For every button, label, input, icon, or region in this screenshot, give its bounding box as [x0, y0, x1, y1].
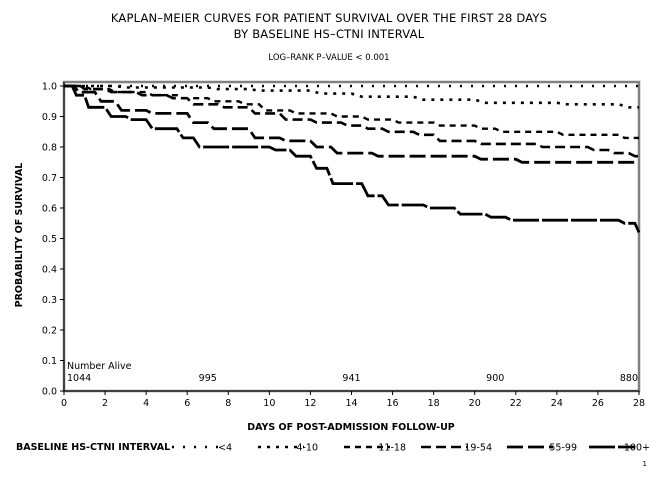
y-tick-label: 0.7 — [42, 173, 57, 184]
y-tick-label: 0.9 — [42, 112, 57, 123]
survival-curves — [64, 84, 641, 233]
x-tick-label: 28 — [633, 398, 645, 409]
x-tick-label: 10 — [263, 398, 275, 409]
plot-border — [62, 80, 641, 393]
x-tick-label: 12 — [304, 398, 316, 409]
chart-title-line-1: KAPLAN–MEIER CURVES FOR PATIENT SURVIVAL… — [111, 11, 547, 25]
x-tick-label: 8 — [225, 398, 231, 409]
y-tick-label: 0.0 — [42, 387, 57, 398]
legend-item-label: 4-10 — [296, 443, 318, 454]
x-axis-title: DAYS OF POST-ADMISSION FOLLOW-UP — [247, 422, 455, 433]
y-axis: 0.0 0.1 0.2 0.3 0.4 0.5 0.6 0.7 0.8 0.9 1.0 — [42, 82, 64, 398]
x-tick-label: 6 — [184, 398, 190, 409]
x-tick-label: 0 — [61, 398, 67, 409]
x-tick-label: 20 — [469, 398, 481, 409]
y-tick-label: 0.2 — [42, 326, 57, 337]
number-alive-value: 941 — [342, 373, 360, 384]
y-tick-label: 0.3 — [42, 295, 57, 306]
y-tick-label: 0.8 — [42, 143, 57, 154]
y-tick-label: 1.0 — [42, 82, 57, 93]
number-alive-header: Number Alive — [67, 361, 132, 372]
y-tick-label: 0.5 — [42, 234, 57, 245]
survival-curve-5 — [64, 84, 639, 164]
survival-curve-6 — [64, 84, 641, 233]
legend-item-label: 11-18 — [378, 443, 406, 454]
x-axis: 0 2 4 6 8 10 12 14 16 18 20 22 24 26 28 — [61, 391, 645, 409]
legend-item-label: 19-54 — [464, 443, 492, 454]
x-tick-label: 22 — [510, 398, 522, 409]
y-axis-title: PROBABILITY OF SURVIVAL — [14, 163, 25, 308]
x-tick-label: 4 — [143, 398, 149, 409]
y-tick-label: 0.6 — [42, 204, 57, 215]
page-number: 1 — [643, 460, 647, 468]
legend-item-label: 55-99 — [549, 443, 577, 454]
x-tick-label: 14 — [345, 398, 357, 409]
legend-item-label: 100+ — [624, 443, 650, 454]
x-tick-label: 18 — [428, 398, 440, 409]
number-alive-value: 880 — [620, 373, 638, 384]
x-tick-label: 16 — [387, 398, 399, 409]
legend: BASELINE HS-CTNI INTERVAL <4 4-10 11-18 19-… — [16, 442, 650, 454]
number-alive-value: 900 — [486, 373, 504, 384]
x-tick-label: 2 — [102, 398, 108, 409]
x-tick-label: 24 — [551, 398, 563, 409]
legend-title: BASELINE HS-CTNI INTERVAL — [16, 442, 170, 453]
plot-area — [62, 80, 641, 393]
survival-curve-2 — [64, 84, 639, 109]
y-tick-label: 0.1 — [42, 356, 57, 367]
y-tick-label: 0.4 — [42, 265, 57, 276]
chart-title-line-2: BY BASELINE HS–CTNI INTERVAL — [234, 27, 425, 41]
chart-subtitle: LOG–RANK P–VALUE < 0.001 — [268, 53, 389, 63]
x-tick-label: 26 — [592, 398, 604, 409]
legend-item-label: <4 — [218, 443, 232, 454]
number-alive-value: 1044 — [67, 373, 91, 384]
survival-curve-4 — [64, 84, 639, 158]
survival-curve-3 — [64, 84, 639, 140]
number-alive-value: 995 — [199, 373, 217, 384]
